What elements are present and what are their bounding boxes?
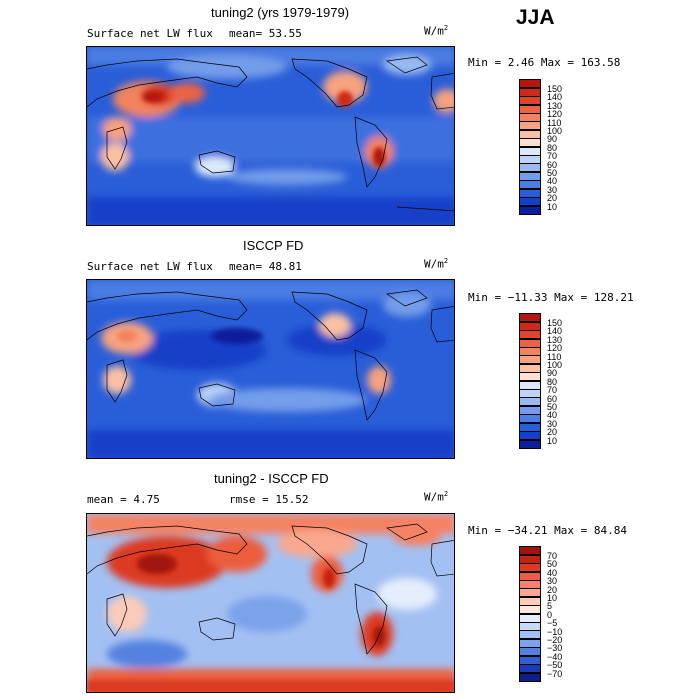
- panel2-colorbar: [519, 313, 541, 449]
- colorbar-tick-label: 5: [547, 601, 553, 612]
- panel1-map-svg: [87, 47, 454, 225]
- colorbar-tick-label: 50: [547, 168, 558, 178]
- colorbar-tick-label: 40: [547, 567, 558, 578]
- panel1-map: [86, 46, 455, 226]
- panel2-minmax: Min = −11.33 Max = 128.21: [468, 291, 634, 304]
- colorbar-swatch: [519, 205, 541, 215]
- colorbar-tick-label: −20: [547, 635, 563, 645]
- panel3-title: tuning2 - ISCCP FD: [214, 471, 329, 486]
- panel2-map-svg: [87, 280, 454, 458]
- panel1-variable-label: Surface net LW flux: [87, 27, 213, 40]
- colorbar-tick-label: 20: [547, 427, 558, 438]
- colorbar-tick-label: 40: [547, 176, 558, 187]
- colorbar-tick-label: 30: [547, 418, 558, 429]
- colorbar-tick-label: 100: [547, 360, 563, 370]
- colorbar-tick-label: 50: [547, 559, 558, 570]
- panel3-coastlines: [87, 523, 454, 655]
- colorbar-tick-label: 110: [547, 351, 562, 362]
- colorbar-tick-label: −10: [547, 626, 563, 637]
- colorbar-tick-label: 10: [547, 593, 558, 603]
- colorbar-swatch: [519, 439, 541, 449]
- panel3-rmse-label: rmse = 15.52: [229, 493, 309, 506]
- panel1-colorbar: [519, 79, 541, 215]
- season-label: JJA: [516, 6, 555, 29]
- colorbar-tick-label: 30: [547, 576, 558, 587]
- panel3-map-svg: [87, 514, 454, 692]
- colorbar-tick-label: 80: [547, 142, 558, 153]
- colorbar-tick-label: 100: [547, 126, 563, 136]
- colorbar-tick-label: 90: [547, 134, 558, 145]
- colorbar-tick-label: 130: [547, 100, 563, 111]
- colorbar-tick-label: 70: [547, 385, 558, 396]
- colorbar-tick-label: −5: [547, 618, 558, 629]
- panel2-map: [86, 279, 455, 459]
- panel1-units: W/m2: [424, 24, 449, 38]
- colorbar-tick-label: 140: [547, 92, 563, 103]
- colorbar-tick-label: 120: [547, 109, 563, 120]
- colorbar-tick-label: 40: [547, 410, 558, 421]
- colorbar-tick-label: 140: [547, 326, 563, 337]
- panel3-map: [86, 513, 455, 693]
- colorbar-swatch: [519, 672, 541, 682]
- colorbar-tick-label: 120: [547, 343, 563, 354]
- colorbar-tick-label: 30: [547, 184, 558, 195]
- colorbar-tick-label: 10: [547, 435, 558, 446]
- colorbar-tick-label: 60: [547, 159, 558, 170]
- panel3-mean-label: mean = 4.75: [87, 493, 160, 506]
- colorbar-tick-label: −30: [547, 643, 563, 654]
- colorbar-tick-label: 150: [547, 84, 563, 94]
- panel1-title: tuning2 (yrs 1979-1979): [211, 5, 350, 20]
- colorbar-tick-label: 130: [547, 334, 563, 345]
- colorbar-tick-label: 10: [547, 201, 558, 212]
- panel1-mean-label: mean= 53.55: [229, 27, 302, 40]
- colorbar-tick-label: −40: [547, 651, 563, 662]
- colorbar-tick-label: −70: [547, 668, 563, 679]
- panel3-units: W/m2: [424, 490, 449, 504]
- colorbar-tick-label: 20: [547, 584, 558, 595]
- panel2-mean-label: mean= 48.81: [229, 260, 302, 273]
- colorbar-tick-label: 0: [547, 609, 553, 620]
- colorbar-tick-label: 80: [547, 376, 558, 387]
- panel1-coastlines: [87, 56, 454, 212]
- colorbar-tick-label: 110: [547, 117, 562, 128]
- panel3-minmax: Min = −34.21 Max = 84.84: [468, 524, 627, 537]
- colorbar-tick-label: 70: [547, 151, 558, 162]
- colorbar-tick-label: 150: [547, 318, 563, 328]
- colorbar-tick-label: 20: [547, 193, 558, 204]
- colorbar-tick-label: 70: [547, 551, 558, 561]
- panel2-coastlines: [87, 289, 454, 421]
- panel3-colorbar: [519, 546, 541, 682]
- colorbar-tick-label: 90: [547, 368, 558, 379]
- panel2-variable-label: Surface net LW flux: [87, 260, 213, 273]
- panel2-title: ISCCP FD: [243, 238, 304, 253]
- colorbar-tick-label: 60: [547, 393, 558, 404]
- panel1-minmax: Min = 2.46 Max = 163.58: [468, 56, 621, 69]
- colorbar-tick-label: −50: [547, 660, 563, 671]
- colorbar-tick-label: 50: [547, 402, 558, 412]
- panel2-units: W/m2: [424, 257, 449, 271]
